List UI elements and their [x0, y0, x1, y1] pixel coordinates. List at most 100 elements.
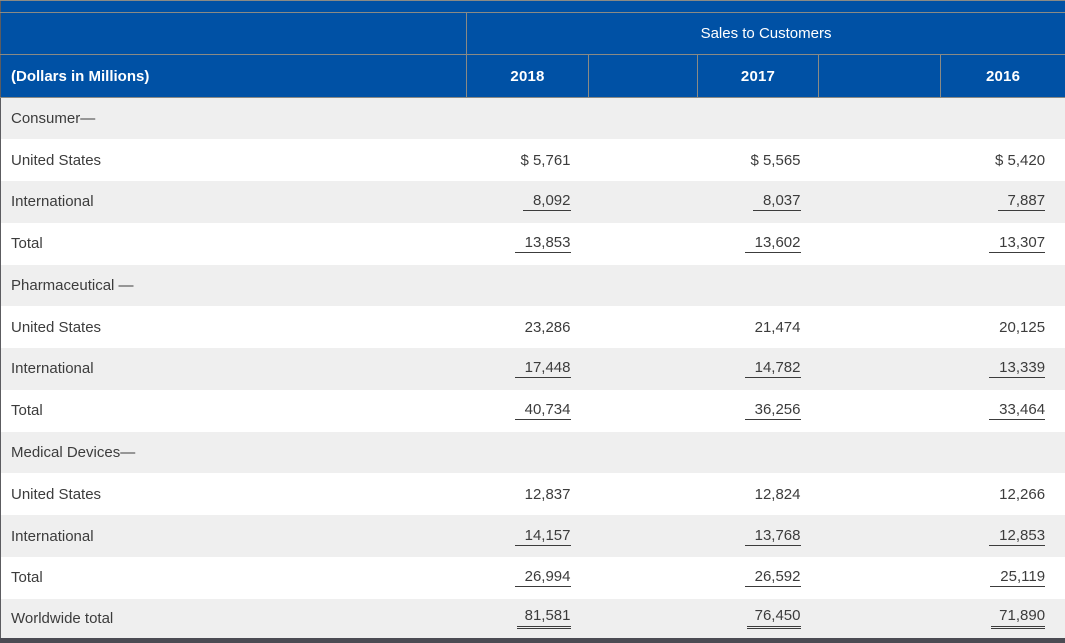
value-2018: 8,092: [466, 181, 589, 223]
value-2016: 7,887: [940, 181, 1065, 223]
table-row: Total 40,734 36,256 33,464: [0, 389, 1065, 432]
table-row: International 14,157 13,768 12,853: [0, 515, 1065, 557]
spacer-cell: [818, 556, 941, 599]
underlined-value: 17,448: [514, 359, 571, 379]
table-row: United States 23,286 21,474 20,125: [0, 306, 1065, 349]
header-top-strip-cell: [0, 0, 1065, 13]
value-2018: 17,448: [466, 348, 589, 390]
value-2018: 14,157: [466, 515, 589, 557]
row-label: International: [0, 181, 467, 223]
section-heading-pharmaceutical: Pharmaceutical —: [0, 264, 1065, 307]
section-heading-row-consumer: Consumer—: [0, 97, 1065, 140]
table-row: Total 13,853 13,602 13,307: [0, 222, 1065, 265]
spacer-cell: [818, 473, 941, 516]
underlined-value: 33,464: [989, 401, 1046, 421]
underlined-value: 40,734: [514, 401, 571, 421]
underlined-value: 13,768: [744, 527, 801, 546]
value-2017: 36,256: [697, 389, 819, 432]
value-2018: 40,734: [466, 389, 589, 432]
value-2017: 8,037: [697, 181, 819, 223]
value-2017: 21,474: [697, 306, 819, 349]
value-2016: 25,119: [940, 556, 1065, 599]
value-2016: 33,464: [940, 389, 1065, 432]
spacer-cell: [588, 389, 698, 432]
spacer-cell: [818, 222, 941, 265]
row-label: United States: [0, 473, 467, 516]
spacer-cell: [818, 348, 941, 390]
spacer-cell: [588, 515, 698, 557]
value-2017: 14,782: [697, 348, 819, 390]
double-underlined-value: 71,890: [991, 607, 1046, 630]
spacer-cell: [818, 181, 941, 223]
caption-left-empty-cell: [0, 12, 467, 55]
value-2016: 71,890: [940, 598, 1065, 641]
value-2018: 81,581: [466, 598, 589, 641]
table-row: United States 12,837 12,824 12,266: [0, 473, 1065, 516]
spacer-cell: [588, 556, 698, 599]
value-2017: 76,450: [697, 598, 819, 641]
value-2018: 23,286: [466, 306, 589, 349]
unit-label: (Dollars in Millions): [0, 54, 467, 98]
value-2018: $ 5,761: [466, 139, 589, 182]
value-2016: $ 5,420: [940, 139, 1065, 182]
underlined-value: 7,887: [997, 192, 1046, 212]
row-label: International: [0, 348, 467, 390]
spacer-cell: [818, 515, 941, 557]
row-label: International: [0, 515, 467, 557]
spacer-cell: [588, 306, 698, 349]
value-2017: 12,824: [697, 473, 819, 516]
underlined-value: 13,339: [989, 359, 1046, 379]
underlined-value: 14,782: [744, 359, 801, 379]
spacer-cell: [588, 181, 698, 223]
worldwide-total-row: Worldwide total 81,581 76,450 71,890: [0, 598, 1065, 641]
section-heading-row-medical-devices: Medical Devices—: [0, 431, 1065, 474]
row-label: United States: [0, 139, 467, 182]
value-2016: 12,266: [940, 473, 1065, 516]
spacer-cell: [588, 348, 698, 390]
section-heading-consumer: Consumer—: [0, 97, 1065, 140]
year-header-2016: 2016: [939, 54, 1065, 98]
underlined-value: 8,092: [522, 192, 571, 212]
value-2018: 13,853: [466, 222, 589, 265]
underlined-value: 36,256: [744, 401, 801, 421]
double-underlined-value: 76,450: [746, 607, 801, 630]
value-2016: 12,853: [940, 515, 1065, 557]
value-2018: 26,994: [466, 556, 589, 599]
header-top-strip: [0, 0, 1065, 13]
row-label: Worldwide total: [0, 598, 467, 641]
year-spacer-1: [588, 54, 698, 98]
value-2017: 13,768: [697, 515, 819, 557]
value-2016: 13,307: [940, 222, 1065, 265]
table-row: International 17,448 14,782 13,339: [0, 348, 1065, 390]
underlined-value: 25,119: [990, 568, 1046, 588]
years-row: (Dollars in Millions) 2018 2017 2016: [0, 54, 1065, 98]
year-spacer-2: [818, 54, 941, 98]
spacer-cell: [588, 139, 698, 182]
underlined-value: 26,994: [514, 568, 571, 588]
double-underlined-value: 81,581: [516, 607, 571, 630]
spacer-cell: [818, 139, 941, 182]
underlined-value: 13,602: [744, 234, 801, 254]
spacer-cell: [818, 306, 941, 349]
underlined-value: 26,592: [744, 568, 801, 588]
underlined-value: 14,157: [514, 527, 571, 546]
value-2017: 26,592: [697, 556, 819, 599]
spacer-cell: [588, 222, 698, 265]
spacer-cell: [818, 598, 941, 641]
row-label: Total: [0, 389, 467, 432]
underlined-value: 12,853: [989, 527, 1046, 546]
table-row: International 8,092 8,037 7,887: [0, 181, 1065, 223]
underlined-value: 13,307: [989, 234, 1046, 254]
row-label: Total: [0, 556, 467, 599]
table-caption: Sales to Customers: [465, 12, 1065, 55]
underlined-value: 8,037: [752, 192, 801, 212]
table-row: United States $ 5,761 $ 5,565 $ 5,420: [0, 139, 1065, 182]
spacer-cell: [818, 389, 941, 432]
table-body: Consumer— United States $ 5,761 $ 5,565 …: [0, 97, 1065, 641]
section-heading-medical-devices: Medical Devices—: [0, 431, 1065, 474]
row-label: Total: [0, 222, 467, 265]
table-header: Sales to Customers (Dollars in Millions)…: [0, 0, 1065, 98]
year-header-2017: 2017: [697, 54, 819, 98]
